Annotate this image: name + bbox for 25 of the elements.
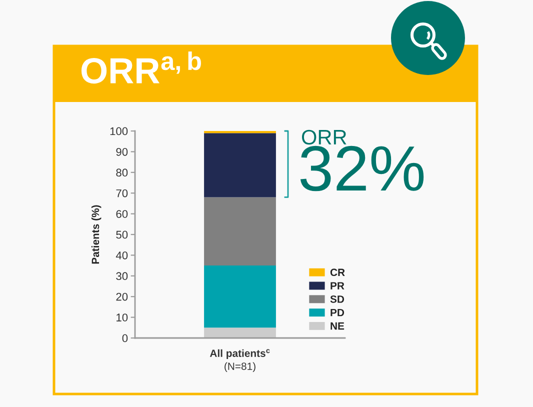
legend-label: CR — [330, 268, 345, 276]
bar — [204, 197, 276, 266]
legend-label: NE — [330, 322, 344, 330]
y-tick-label: 80 — [116, 168, 128, 177]
chart-title: ORR$^{a,b}$ — [81, 52, 201, 84]
category-label: All patients$^{c}$ (N=81) — [210, 349, 270, 372]
legend-label: SD — [330, 295, 344, 303]
annotation: ORR — [302, 130, 346, 145]
legend-label: PR — [330, 282, 344, 290]
y-tick-label: 40 — [116, 251, 128, 260]
annotation: 32% — [300, 146, 424, 192]
y-axis-title: Patients (%) — [91, 205, 102, 264]
y-tick-label: 90 — [116, 148, 128, 156]
y-tick-label: 0 — [122, 334, 128, 342]
y-tick-label: 10 — [116, 314, 128, 322]
y-tick-label: 30 — [116, 272, 128, 280]
y-tick-label: 20 — [116, 292, 128, 301]
y-tick-label: 50 — [116, 230, 128, 239]
bar — [204, 328, 276, 338]
bar — [204, 266, 276, 328]
y-tick-label: 60 — [116, 210, 128, 218]
bar — [204, 133, 276, 198]
legend-label: PD — [330, 309, 344, 316]
y-tick-label: 100 — [110, 127, 128, 136]
y-tick-label: 70 — [116, 189, 128, 198]
